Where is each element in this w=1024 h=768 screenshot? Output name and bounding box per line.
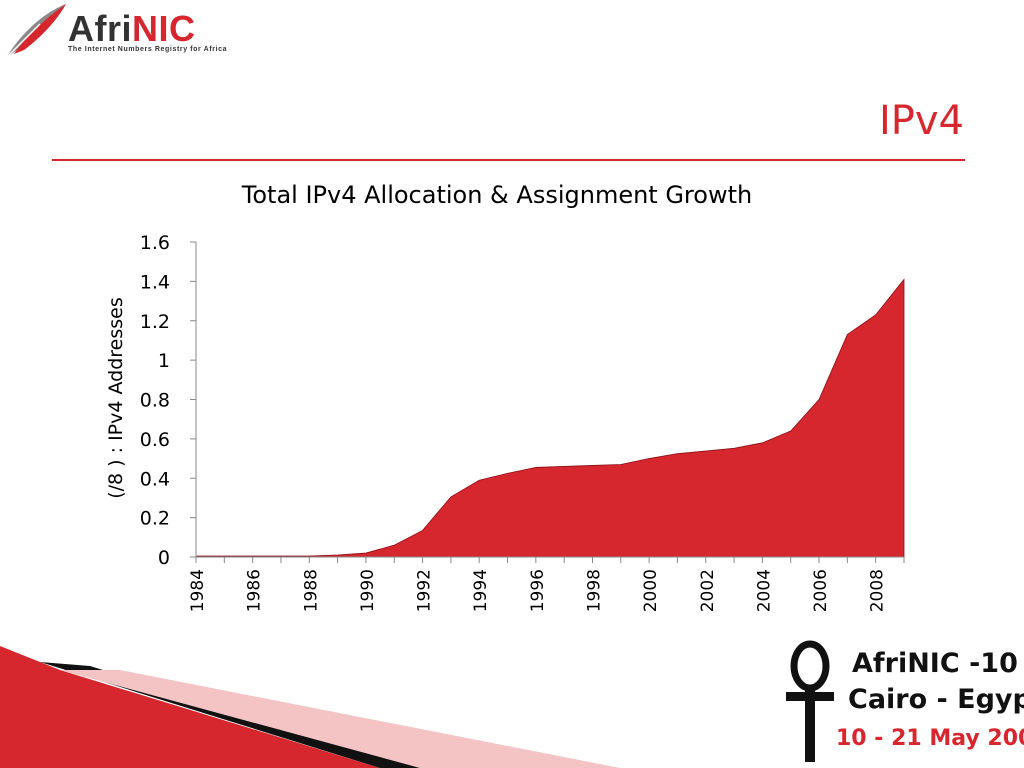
x-tick-label: 2000: [641, 569, 661, 612]
y-tick-label: 1.6: [140, 232, 170, 254]
event-logo: AfriNIC -10 Cairo - Egypt 10 - 21 May 20…: [780, 640, 1024, 768]
x-tick-label: 2006: [811, 569, 831, 612]
logo-wordmark-suffix: NIC: [132, 8, 196, 49]
x-tick-label: 1996: [528, 569, 548, 612]
ankh-icon: [786, 640, 834, 762]
x-tick-label: 1992: [415, 569, 435, 612]
ipv4-growth-chart: Total IPv4 Allocation & Assignment Growt…: [105, 181, 905, 612]
slide-title: IPv4: [878, 98, 964, 144]
x-tick-label: 2008: [868, 569, 888, 612]
x-tick-label: 1994: [471, 569, 491, 612]
x-tick-label: 1988: [301, 569, 321, 612]
x-tick-label: 1990: [358, 569, 378, 612]
x-tick-label: 1986: [245, 569, 265, 612]
x-tick-label: 1998: [584, 569, 604, 612]
y-axis-label: (/8 ) : IPv4 Addresses: [105, 297, 127, 499]
area-series: [195, 278, 905, 558]
x-tick-label: 2002: [698, 569, 718, 612]
y-tick-label: 0: [158, 547, 170, 569]
afrinic-logo: AfriNIC The Internet Numbers Registry fo…: [0, 0, 240, 64]
logo-tagline: The Internet Numbers Registry for Africa: [68, 46, 228, 53]
x-tick-label: 1984: [188, 569, 208, 612]
y-tick-label: 1.4: [140, 271, 170, 293]
chart-title: Total IPv4 Allocation & Assignment Growt…: [241, 181, 752, 209]
event-name: AfriNIC -10: [852, 648, 1018, 679]
event-location: Cairo - Egypt: [848, 684, 1024, 715]
bottom-swoosh: [0, 646, 620, 768]
y-tick-label: 0.6: [140, 429, 170, 451]
title-divider: [52, 159, 965, 161]
event-dates: 10 - 21 May 2009: [836, 726, 1024, 751]
y-tick-label: 0.4: [140, 468, 170, 490]
y-tick-label: 0.2: [140, 508, 170, 530]
feather-icon: [5, 4, 66, 59]
logo-wordmark: AfriNIC: [68, 8, 196, 50]
y-tick-label: 1: [158, 350, 170, 372]
logo-wordmark-prefix: Afri: [68, 8, 132, 49]
x-tick-label: 2004: [754, 569, 774, 612]
y-tick-label: 1.2: [140, 311, 170, 333]
y-tick-label: 0.8: [140, 390, 170, 412]
